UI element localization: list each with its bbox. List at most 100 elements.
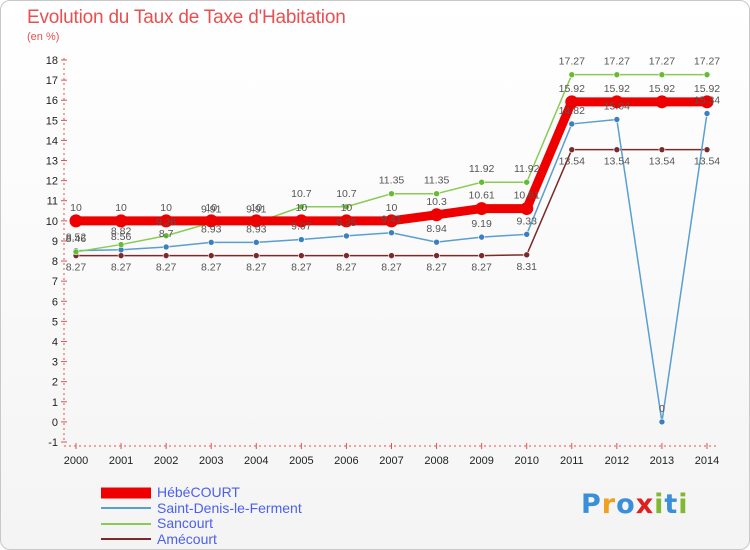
data-point xyxy=(478,178,485,186)
data-point xyxy=(433,238,440,246)
data-point xyxy=(520,202,534,216)
data-point xyxy=(162,252,170,259)
data-label: 9.19 xyxy=(471,218,492,230)
data-point xyxy=(568,120,576,128)
logo-letter: x xyxy=(635,489,655,520)
y-tick-label: 14 xyxy=(46,135,58,147)
data-point xyxy=(117,252,125,259)
data-point xyxy=(252,239,260,246)
data-label: 15.92 xyxy=(649,83,675,95)
data-label: 8.93 xyxy=(201,223,222,235)
data-point xyxy=(298,203,305,211)
data-label: 10.61 xyxy=(514,190,540,202)
data-point xyxy=(117,241,125,248)
x-tick-label: 2013 xyxy=(650,455,674,467)
data-point xyxy=(703,146,711,153)
x-tick-label: 2007 xyxy=(379,455,403,467)
data-point xyxy=(388,190,395,197)
x-tick-label: 2003 xyxy=(199,455,223,467)
data-label: 9.26 xyxy=(156,217,177,229)
y-tick-label: 10 xyxy=(46,216,58,228)
y-tick-label: 18 xyxy=(46,55,58,67)
logo-letter: r xyxy=(601,489,617,520)
x-tick-label: 2009 xyxy=(469,455,493,467)
data-label: 8.82 xyxy=(111,226,132,238)
data-label: 15.34 xyxy=(694,94,720,106)
data-label: 11.35 xyxy=(424,175,450,187)
legend-label: Saint-Denis-le-Ferment xyxy=(157,499,302,516)
legend-swatch xyxy=(101,538,151,541)
data-label: 10 xyxy=(250,202,262,214)
chart-title: Evolution du Taux de Taxe d'Habitation xyxy=(27,7,346,28)
data-point xyxy=(613,146,621,153)
y-tick-label: 5 xyxy=(52,316,58,328)
data-label: 10.3 xyxy=(426,196,447,208)
data-point xyxy=(568,71,576,78)
data-point xyxy=(655,95,669,109)
data-point xyxy=(204,214,218,228)
data-label: 8.27 xyxy=(201,262,222,274)
data-label: 8.27 xyxy=(246,262,267,274)
x-tick-label: 2008 xyxy=(424,455,448,467)
data-label: 8.27 xyxy=(471,262,492,274)
data-point xyxy=(523,178,531,186)
data-label: 13.54 xyxy=(649,156,675,168)
data-point xyxy=(252,252,260,259)
data-label: 10 xyxy=(70,202,82,214)
data-point xyxy=(339,214,353,228)
data-label: 8.31 xyxy=(516,261,537,273)
data-point xyxy=(700,95,714,109)
data-point xyxy=(523,231,531,238)
data-label: 8.93 xyxy=(246,223,267,235)
data-point xyxy=(703,71,711,78)
legend-swatch xyxy=(101,487,151,499)
data-label: 10 xyxy=(296,202,308,214)
y-tick-label: 0 xyxy=(52,417,58,429)
data-label: 10 xyxy=(386,202,398,214)
data-label: 8.27 xyxy=(336,262,357,274)
x-tick-label: 2014 xyxy=(695,455,719,467)
data-label: 15.92 xyxy=(604,83,630,95)
y-tick-label: 16 xyxy=(46,95,58,107)
data-point xyxy=(478,233,485,241)
data-label: 10 xyxy=(160,202,172,214)
data-point xyxy=(159,214,173,228)
data-label: 9.91 xyxy=(201,204,222,216)
data-point xyxy=(114,214,128,228)
data-point xyxy=(162,243,170,251)
y-tick-label: 12 xyxy=(46,176,58,188)
data-point xyxy=(343,232,350,240)
y-tick-label: 1 xyxy=(52,397,58,409)
data-label: 13.54 xyxy=(559,156,585,168)
logo-letter: t xyxy=(664,489,679,520)
data-point xyxy=(207,252,215,259)
x-tick-label: 2010 xyxy=(514,455,538,467)
logo-letter: i xyxy=(678,489,689,520)
unit-label: (en %) xyxy=(27,31,60,43)
y-tick-label: 4 xyxy=(52,336,58,348)
data-label: 11.35 xyxy=(379,175,405,187)
data-point xyxy=(478,252,485,259)
legend-swatch xyxy=(101,507,151,510)
y-tick-label: 7 xyxy=(52,276,58,288)
data-point xyxy=(433,190,440,197)
data-label: 10 xyxy=(205,202,217,214)
y-tick-label: 6 xyxy=(52,296,58,308)
x-tick-label: 2005 xyxy=(289,455,313,467)
series-group xyxy=(69,71,714,426)
data-point xyxy=(610,95,624,109)
data-label: 17.27 xyxy=(604,56,630,68)
data-label: 8.27 xyxy=(381,262,402,274)
y-tick-label: 11 xyxy=(47,196,58,208)
data-label: 8.7 xyxy=(159,228,174,240)
data-label: 11.92 xyxy=(469,163,495,175)
data-point xyxy=(523,251,531,259)
data-label: 8.52 xyxy=(66,232,87,244)
data-point xyxy=(658,418,666,426)
legend-label: Amécourt xyxy=(157,530,217,547)
data-label: 10 xyxy=(341,202,353,214)
x-tick-label: 2006 xyxy=(334,455,358,467)
data-label: 8.27 xyxy=(291,262,312,274)
